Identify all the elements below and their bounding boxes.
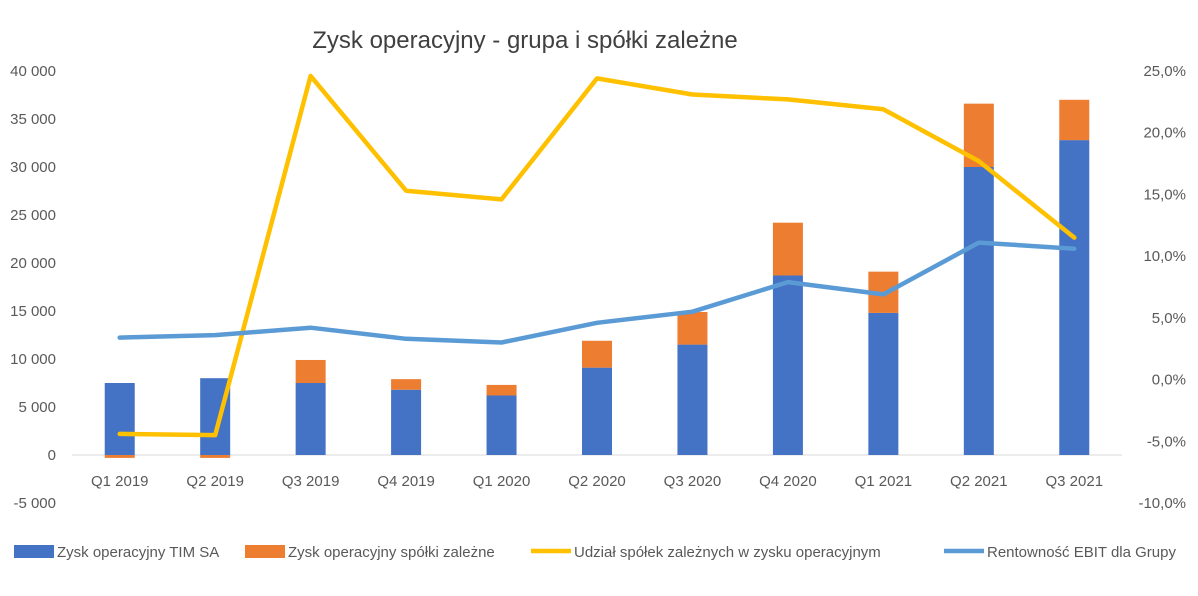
left-axis-ticks: -5 000 0 5 000 10 000 15 000 20 000 25 000 30 0… xyxy=(10,63,56,512)
category-label: Q4 2020 xyxy=(759,473,817,490)
left-axis-tick-label: 35 000 xyxy=(10,111,56,128)
category-label: Q4 2019 xyxy=(377,473,435,490)
left-axis-tick-label: 0 xyxy=(48,447,56,464)
legend-item: Rentowność EBIT dla Grupy xyxy=(944,544,1176,561)
legend-label: Udział spółek zależnych w zysku operacyj… xyxy=(574,544,881,561)
bar-tim-sa xyxy=(296,383,326,455)
bar-subsidiaries xyxy=(105,455,135,458)
category-label: Q1 2021 xyxy=(855,473,913,490)
left-axis-tick-label: 20 000 xyxy=(10,255,56,272)
right-axis-ticks: -10,0% -5,0% 0,0% 5,0% 10,0% 15,0% 20,0% 25,0% xyxy=(1138,63,1186,512)
bar-tim-sa xyxy=(868,313,898,455)
bar-subsidiaries xyxy=(487,385,517,396)
left-axis-tick-label: 30 000 xyxy=(10,159,56,176)
bar-tim-sa xyxy=(677,345,707,455)
legend-label: Rentowność EBIT dla Grupy xyxy=(987,544,1176,561)
right-axis-tick-label: 15,0% xyxy=(1143,186,1186,203)
right-axis-tick-label: 0,0% xyxy=(1152,372,1186,389)
legend-item: Udział spółek zależnych w zysku operacyj… xyxy=(531,544,881,561)
bar-tim-sa xyxy=(773,275,803,455)
right-axis-tick-label: -5,0% xyxy=(1147,433,1186,450)
left-axis-tick-label: 40 000 xyxy=(10,63,56,80)
legend-swatch xyxy=(245,545,285,558)
legend-swatch xyxy=(14,545,54,558)
category-label: Q1 2019 xyxy=(91,473,149,490)
bar-tim-sa xyxy=(487,395,517,455)
category-label: Q2 2020 xyxy=(568,473,626,490)
legend-item: Zysk operacyjny TIM SA xyxy=(14,544,219,561)
right-axis-tick-label: -10,0% xyxy=(1138,495,1186,512)
legend-label: Zysk operacyjny spółki zależne xyxy=(288,544,495,561)
right-axis-tick-label: 25,0% xyxy=(1143,63,1186,80)
right-axis-tick-label: 10,0% xyxy=(1143,248,1186,265)
left-axis-tick-label: 5 000 xyxy=(18,399,56,416)
bar-tim-sa xyxy=(964,167,994,455)
category-label: Q3 2020 xyxy=(664,473,722,490)
legend-label: Zysk operacyjny TIM SA xyxy=(57,544,219,561)
left-axis-tick-label: 15 000 xyxy=(10,303,56,320)
legend-item: Zysk operacyjny spółki zależne xyxy=(245,544,495,561)
category-label: Q3 2019 xyxy=(282,473,340,490)
left-axis-tick-label: 10 000 xyxy=(10,351,56,368)
right-axis-tick-label: 5,0% xyxy=(1152,310,1186,327)
category-label: Q1 2020 xyxy=(473,473,531,490)
bar-subsidiaries xyxy=(582,341,612,368)
bar-subsidiaries xyxy=(677,312,707,345)
bar-subsidiaries xyxy=(200,455,230,458)
category-label: Q2 2019 xyxy=(186,473,244,490)
bar-series xyxy=(105,100,1090,458)
category-label: Q2 2021 xyxy=(950,473,1008,490)
category-labels: Q1 2019 Q2 2019 Q3 2019 Q4 2019 Q1 2020 Q2 20… xyxy=(91,473,1103,490)
category-label: Q3 2021 xyxy=(1045,473,1103,490)
bar-tim-sa xyxy=(391,390,421,455)
left-axis-tick-label: -5 000 xyxy=(13,495,56,512)
bar-subsidiaries xyxy=(296,360,326,383)
right-axis-tick-label: 20,0% xyxy=(1143,125,1186,142)
bar-subsidiaries xyxy=(1059,100,1089,140)
bar-tim-sa xyxy=(1059,140,1089,455)
bar-tim-sa xyxy=(582,368,612,455)
bar-subsidiaries xyxy=(391,379,421,390)
bar-tim-sa xyxy=(105,383,135,455)
bar-subsidiaries xyxy=(773,223,803,276)
left-axis-tick-label: 25 000 xyxy=(10,207,56,224)
chart-title: Zysk operacyjny - grupa i spółki zależne xyxy=(312,27,738,54)
legend: Zysk operacyjny TIM SA Zysk operacyjny sp… xyxy=(14,544,1176,561)
